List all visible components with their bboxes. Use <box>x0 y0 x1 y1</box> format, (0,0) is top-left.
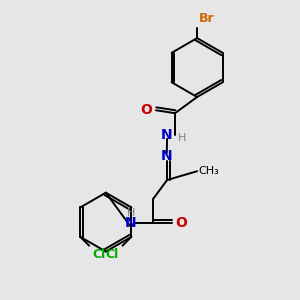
Text: N: N <box>125 216 137 230</box>
Text: N: N <box>161 128 172 142</box>
Text: CH₃: CH₃ <box>199 166 219 176</box>
Text: O: O <box>140 103 152 117</box>
Text: O: O <box>176 216 188 230</box>
Text: Cl: Cl <box>93 248 106 261</box>
Text: H: H <box>177 133 186 143</box>
Text: Cl: Cl <box>106 248 119 261</box>
Text: N: N <box>161 149 172 164</box>
Text: H: H <box>127 208 135 218</box>
Text: Br: Br <box>199 12 214 25</box>
